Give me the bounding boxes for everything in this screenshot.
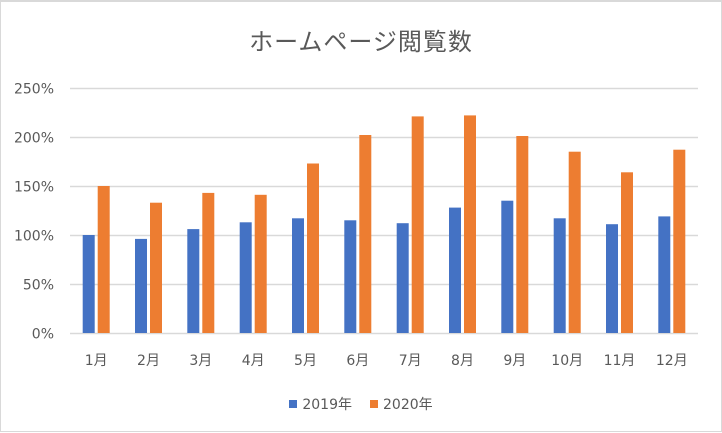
bar-2019 (239, 222, 252, 333)
legend: 2019年 2020年 (0, 394, 722, 414)
x-tick-label: 12月 (656, 353, 688, 369)
bar-2019 (135, 238, 147, 333)
y-tick-label: 150% (14, 180, 54, 196)
bar-2020 (202, 192, 215, 333)
bar-2019 (658, 216, 671, 333)
bar-2020 (150, 202, 162, 333)
bar-2019 (449, 207, 461, 333)
bar-2020 (307, 163, 319, 333)
legend-item-2019: 2019年 (289, 394, 352, 414)
x-tick-label: 8月 (451, 353, 474, 369)
bar-2019 (292, 218, 304, 333)
x-tick-label: 2月 (137, 353, 160, 369)
legend-swatch-2019 (289, 400, 298, 408)
bar-2020 (359, 135, 372, 333)
bar-2020 (516, 136, 529, 333)
bar-2019 (606, 224, 618, 333)
y-tick-label: 50% (23, 278, 54, 294)
bar-2019 (553, 218, 566, 333)
x-tick-label: 7月 (399, 353, 422, 369)
x-tick-label: 9月 (503, 353, 526, 369)
legend-swatch-2020 (370, 400, 378, 408)
legend-label-2020: 2020年 (383, 397, 433, 413)
x-tick-label: 3月 (189, 353, 212, 369)
x-tick-label: 11月 (604, 353, 636, 369)
x-tick-label: 5月 (294, 353, 317, 369)
legend-item-2020: 2020年 (370, 394, 433, 414)
bar-2020 (621, 172, 633, 333)
bar-2020 (411, 116, 424, 334)
bar-2019 (187, 229, 200, 333)
bar-2020 (254, 194, 267, 333)
bar-2019 (344, 220, 357, 333)
chart-title: ホームページ閲覧数 (249, 28, 473, 56)
bar-2020 (97, 186, 110, 333)
bar-2019 (501, 200, 514, 333)
x-tick-label: 10月 (551, 353, 583, 369)
legend-label-2019: 2019年 (302, 397, 352, 413)
y-tick-label: 100% (14, 229, 54, 245)
bar-2020 (673, 149, 686, 333)
x-tick-label: 4月 (242, 353, 265, 369)
y-tick-label: 200% (14, 131, 54, 147)
bar-2020 (568, 151, 581, 333)
x-tick-label: 6月 (346, 353, 369, 369)
bar-2020 (464, 115, 476, 334)
bar-2019 (396, 223, 409, 333)
y-tick-label: 0% (32, 327, 54, 343)
y-tick-label: 250% (14, 82, 54, 98)
x-tick-label: 1月 (85, 353, 108, 369)
bar-2019 (82, 235, 95, 333)
